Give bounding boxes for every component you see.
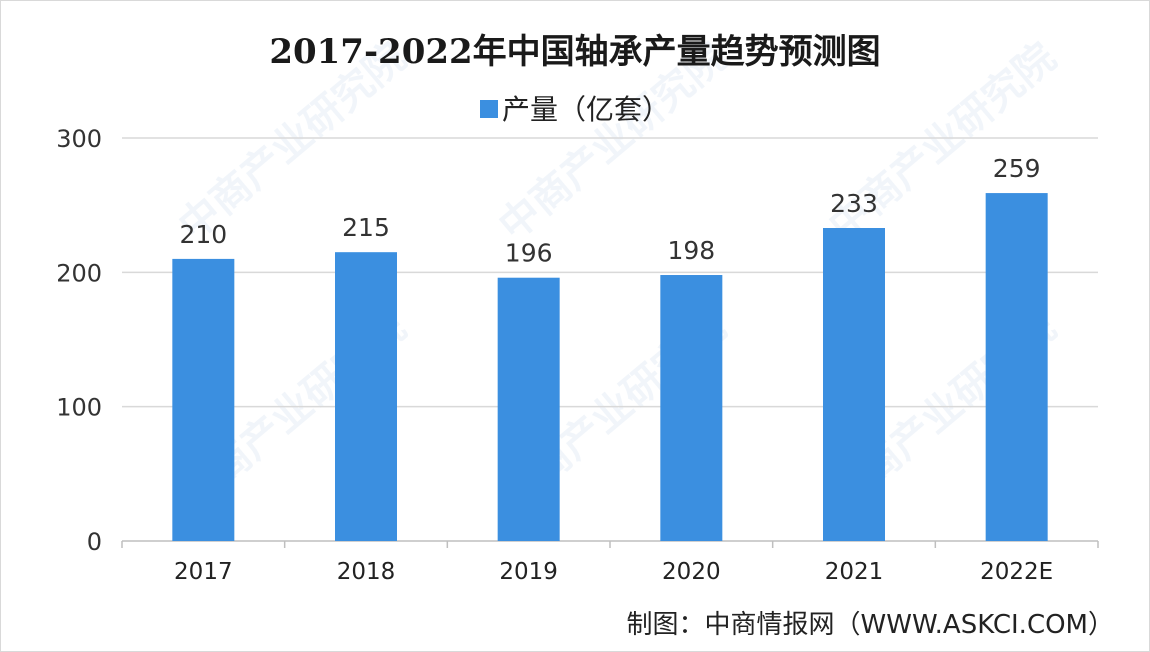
legend-swatch (479, 100, 498, 118)
source-note: 制图：中商情报网（WWW.ASKCI.COM） (626, 610, 1114, 640)
x-tick-label: 2021 (825, 559, 884, 585)
data-label: 259 (993, 154, 1041, 183)
chart-legend: 产量（亿套） (0, 88, 1150, 128)
x-tick-label: 2022E (980, 559, 1053, 585)
bar (823, 228, 885, 541)
x-tick-label: 2018 (337, 559, 396, 585)
chart-title: 2017-2022年中国轴承产量趋势预测图 (269, 32, 881, 72)
y-tick-label: 200 (56, 259, 102, 287)
data-label: 198 (667, 236, 715, 265)
data-label: 196 (505, 239, 553, 268)
bar (985, 193, 1048, 541)
data-label: 210 (179, 220, 227, 249)
y-tick-label: 100 (56, 394, 102, 422)
x-tick-label: 2019 (499, 559, 558, 585)
x-tick-label: 2020 (662, 559, 721, 585)
y-tick-label: 0 (87, 528, 102, 556)
x-tick-label: 2017 (174, 559, 233, 585)
bar (660, 275, 723, 541)
legend-label: 产量（亿套） (501, 93, 670, 126)
y-tick-label: 300 (56, 125, 102, 153)
bar (497, 277, 560, 541)
bar (335, 252, 397, 541)
data-label: 233 (830, 189, 878, 218)
data-label: 215 (342, 213, 390, 242)
bar (172, 258, 235, 541)
